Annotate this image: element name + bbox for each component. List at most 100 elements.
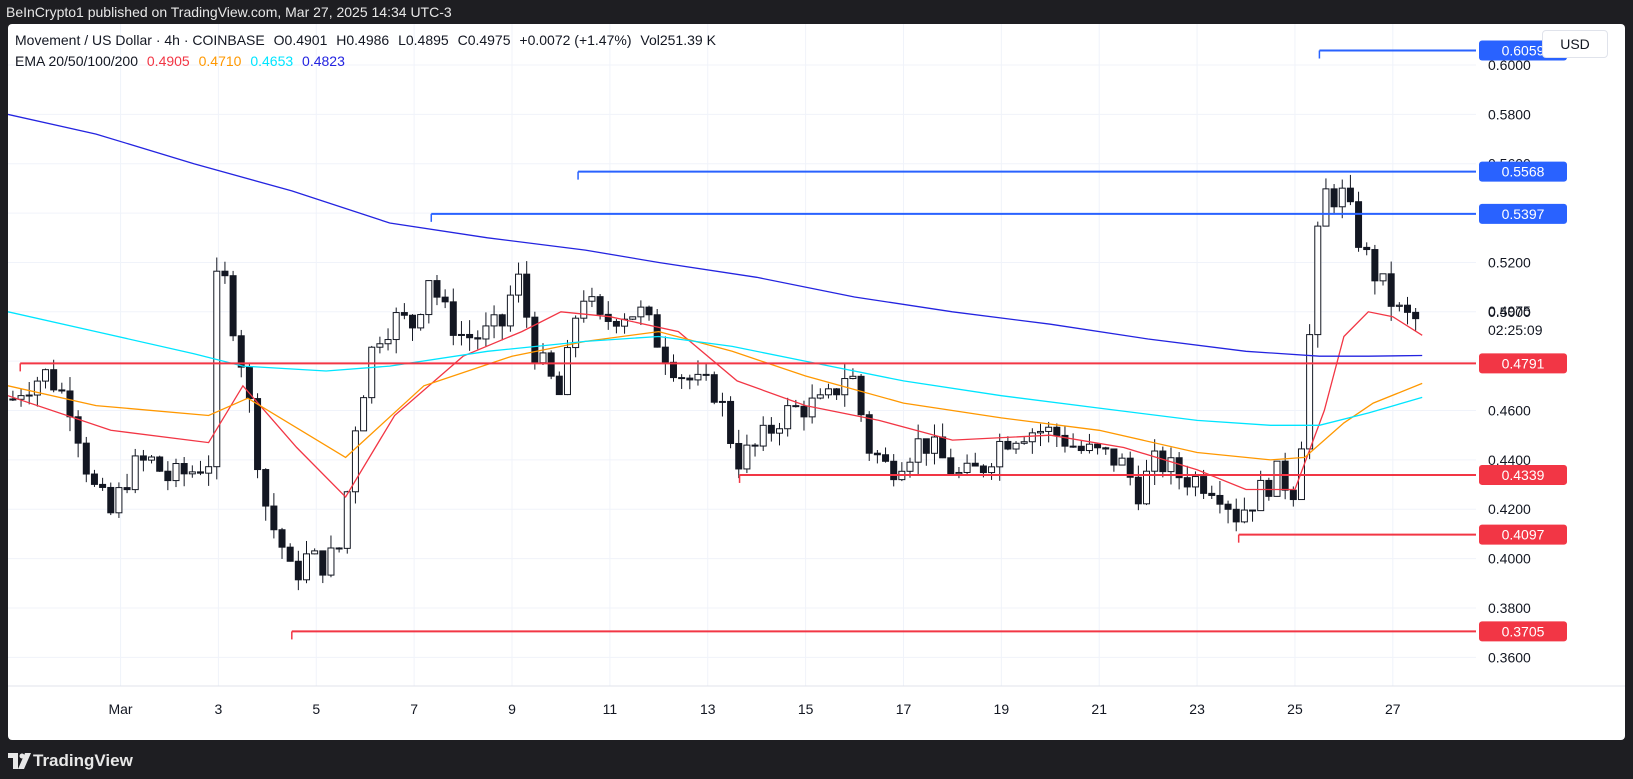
last-price-label: 0.4975 bbox=[1488, 303, 1531, 319]
candle-body bbox=[735, 442, 743, 470]
candle-body bbox=[1208, 492, 1216, 496]
candle-body bbox=[955, 471, 963, 475]
candle-body bbox=[254, 398, 262, 471]
candle-body bbox=[547, 352, 555, 377]
candle-body bbox=[50, 369, 58, 391]
candle-body bbox=[294, 560, 302, 581]
candle-body bbox=[409, 314, 417, 329]
candle-body bbox=[327, 547, 335, 576]
x-tick-label: 15 bbox=[798, 701, 814, 717]
candle-body bbox=[971, 462, 979, 467]
candle-body bbox=[1175, 457, 1183, 479]
candle-body bbox=[792, 405, 800, 408]
x-tick-label: 19 bbox=[994, 701, 1010, 717]
publisher-bar: BeInCrypto1 published on TradingView.com… bbox=[0, 0, 1633, 24]
candle-body bbox=[441, 296, 449, 303]
candle-body bbox=[645, 306, 653, 316]
symbol-title[interactable]: Movement / US Dollar · 4h · COINBASE bbox=[15, 32, 265, 48]
candle-body bbox=[17, 395, 25, 400]
chart-panel[interactable]: 0.3600 0.3800 0.4000 0.4200 0.4400 0.4600 0.48… bbox=[8, 24, 1625, 740]
y-tick-label: 0.5800 bbox=[1488, 106, 1531, 122]
ema50-value: 0.4710 bbox=[198, 53, 242, 69]
price-change: +0.0072 (+1.47%) bbox=[519, 32, 632, 48]
candle-body bbox=[1387, 273, 1395, 307]
candle-body bbox=[139, 455, 147, 461]
resistance-level-label: 0.5568 bbox=[1502, 164, 1545, 180]
candle-body bbox=[1289, 489, 1297, 501]
candle-body bbox=[922, 438, 930, 454]
candle-body bbox=[1355, 201, 1363, 248]
ema-label[interactable]: EMA 20/50/100/200 bbox=[15, 53, 138, 69]
candle-body bbox=[449, 301, 457, 336]
candle-body bbox=[914, 438, 922, 463]
symbol-legend: Movement / US Dollar · 4h · COINBASE O0.… bbox=[15, 32, 721, 48]
candle-body bbox=[678, 377, 686, 380]
candle-body bbox=[1061, 434, 1069, 447]
candle-body bbox=[1265, 479, 1273, 497]
candle-body bbox=[751, 444, 759, 447]
candle-body bbox=[1183, 477, 1191, 488]
candle-body bbox=[1069, 445, 1077, 448]
candle-body bbox=[1126, 457, 1134, 478]
candle-body bbox=[947, 457, 955, 475]
footer-brand[interactable]: TradingView bbox=[33, 751, 133, 770]
candle-body bbox=[1371, 249, 1379, 282]
y-tick-label: 0.4600 bbox=[1488, 403, 1531, 419]
candle-body bbox=[1224, 503, 1232, 510]
candle-body bbox=[515, 273, 523, 296]
candle-body bbox=[963, 462, 971, 473]
ohlc-close: C0.4975 bbox=[457, 32, 511, 48]
candle-body bbox=[816, 394, 824, 399]
candle-body bbox=[1338, 187, 1346, 208]
support-level-label: 0.3705 bbox=[1502, 623, 1545, 639]
ema-line bbox=[8, 311, 1423, 426]
candle-body bbox=[939, 436, 947, 459]
candle-body bbox=[262, 469, 270, 507]
volume-value: Vol251.39 K bbox=[640, 32, 716, 48]
price-chart[interactable]: 0.3600 0.3800 0.4000 0.4200 0.4400 0.4600 0.48… bbox=[8, 24, 1625, 740]
candle-body bbox=[882, 454, 890, 462]
candle-body bbox=[563, 347, 571, 396]
currency-button[interactable]: USD bbox=[1542, 30, 1608, 58]
candle-body bbox=[417, 314, 425, 329]
candle-body bbox=[343, 491, 351, 549]
candle-body bbox=[1094, 443, 1102, 449]
resistance-level-tag bbox=[1479, 161, 1567, 182]
x-tick-label: 27 bbox=[1385, 701, 1401, 717]
candle-body bbox=[637, 306, 645, 318]
candle-body bbox=[612, 320, 620, 327]
candle-body bbox=[686, 377, 694, 381]
support-level-tag bbox=[1479, 353, 1567, 374]
candle-body bbox=[873, 452, 881, 456]
candle-body bbox=[123, 487, 131, 491]
candle-body bbox=[33, 380, 41, 396]
candle-body bbox=[115, 487, 123, 514]
candle-body bbox=[490, 314, 498, 327]
candle-body bbox=[172, 463, 180, 482]
support-level-tag bbox=[1479, 464, 1567, 485]
candle-body bbox=[1020, 441, 1028, 444]
candle-body bbox=[759, 424, 767, 447]
candle-body bbox=[776, 428, 784, 434]
candle-body bbox=[1322, 188, 1330, 227]
candle-body bbox=[302, 553, 310, 581]
candle-body bbox=[498, 314, 506, 327]
x-tick-label: 3 bbox=[215, 701, 223, 717]
candle-body bbox=[523, 273, 531, 318]
candle-body bbox=[270, 505, 278, 531]
candle-body bbox=[82, 442, 90, 475]
candle-body bbox=[457, 333, 465, 336]
candle-body bbox=[1395, 304, 1403, 307]
candle-body bbox=[890, 460, 898, 481]
candle-body bbox=[743, 444, 751, 470]
candle-body bbox=[1118, 457, 1126, 466]
tradingview-logo-icon[interactable] bbox=[8, 753, 32, 769]
candle-body bbox=[42, 369, 50, 382]
candle-body bbox=[164, 470, 172, 482]
support-level-tag bbox=[1479, 524, 1567, 545]
candle-body bbox=[833, 388, 841, 396]
candle-body bbox=[107, 486, 115, 514]
candle-body bbox=[1045, 426, 1053, 432]
candle-body bbox=[319, 550, 327, 576]
candle-body bbox=[1085, 443, 1093, 452]
